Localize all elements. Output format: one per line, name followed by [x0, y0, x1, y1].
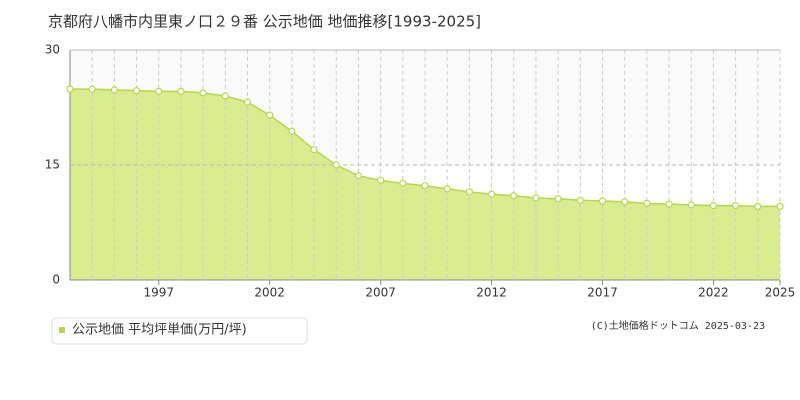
y-tick-label: 15 — [45, 158, 60, 172]
point — [421, 182, 429, 190]
point — [155, 87, 163, 96]
point — [776, 202, 784, 210]
point — [621, 198, 629, 206]
x-tick-label: 2007 — [365, 286, 396, 300]
x-tick-label: 2012 — [476, 286, 507, 300]
legend-label: 公示地価 平均坪単価(万円/坪) — [72, 322, 247, 338]
point — [88, 85, 96, 93]
point — [221, 92, 229, 100]
point — [199, 89, 207, 97]
point — [443, 185, 451, 193]
credit: (C)土地価格ドットコム 2025-03-23 — [591, 319, 765, 332]
point — [510, 192, 518, 200]
point — [377, 176, 385, 184]
y-tick-label: 30 — [45, 43, 60, 57]
x-tick-label: 2017 — [587, 286, 618, 300]
point — [310, 146, 318, 154]
point — [532, 194, 540, 202]
point — [598, 197, 607, 205]
point — [709, 202, 718, 210]
point — [354, 172, 363, 180]
point — [66, 85, 74, 93]
point — [288, 127, 296, 135]
point — [643, 199, 651, 207]
point — [487, 190, 496, 198]
point — [132, 87, 141, 95]
point — [110, 86, 118, 94]
point — [732, 202, 740, 210]
x-tick-label: 1997 — [143, 286, 174, 300]
point — [554, 195, 562, 203]
point — [177, 87, 185, 96]
point — [399, 179, 407, 187]
point — [754, 202, 762, 210]
point — [266, 111, 274, 119]
point — [332, 161, 340, 169]
point — [465, 188, 473, 196]
chart-title: 京都府八幡市内里東ノ口２９番 公示地価 地価推移[1993-2025] — [48, 13, 481, 31]
x-tick-label: 2002 — [254, 286, 285, 300]
x-tick-label: 2022 — [698, 286, 729, 300]
x-tick-label: 2025 — [765, 286, 796, 300]
point — [687, 201, 695, 209]
point — [665, 200, 673, 208]
y-tick-label: 0 — [52, 273, 60, 287]
legend-box — [51, 317, 308, 345]
point — [576, 196, 584, 204]
point — [243, 98, 252, 106]
legend-marker — [59, 327, 65, 333]
